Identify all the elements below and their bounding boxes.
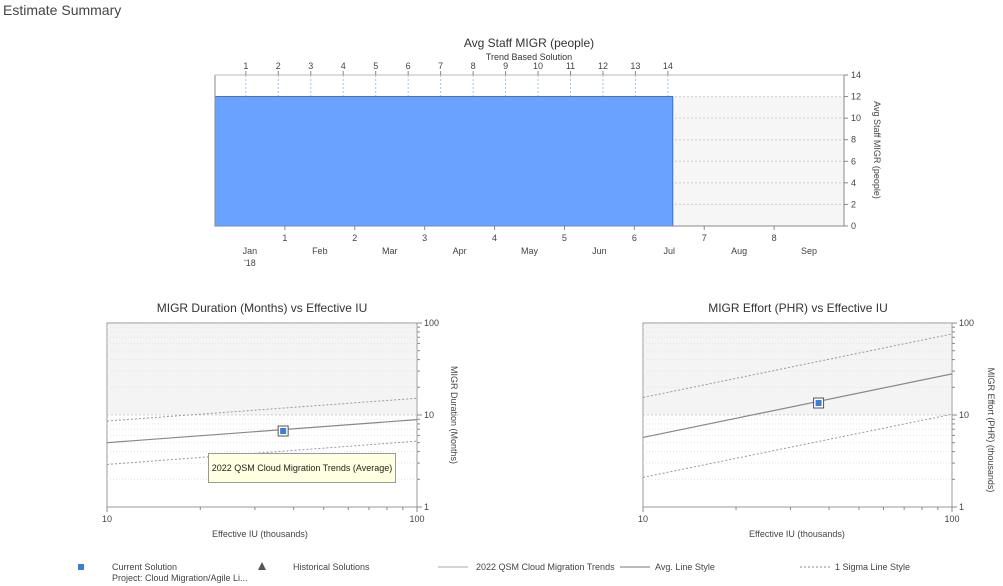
staff-top-tick-label: 1 — [243, 61, 248, 71]
historical-triangle-icon — [258, 562, 266, 570]
staff-shaded-region — [672, 96, 844, 226]
duration-shaded-region — [108, 324, 416, 415]
duration-chart: MIGR Duration (Months) vs Effective IU 1… — [102, 301, 459, 539]
staff-x-tick-label: 5 — [562, 233, 567, 243]
staff-month-label: Feb — [312, 246, 328, 256]
staff-top-tick-label: 7 — [438, 61, 443, 71]
staff-y-tick-label: 12 — [851, 92, 861, 102]
staff-month-label: Apr — [453, 246, 467, 256]
effort-avg-line — [642, 373, 953, 439]
legend-sigma-style: 1 Sigma Line Style — [835, 562, 910, 572]
legend-current-solution: Current Solution — [112, 562, 177, 572]
staff-y-axis-label: Avg Staff MIGR (people) — [872, 101, 882, 199]
staff-x-tick-label: 2 — [352, 233, 357, 243]
duration-x-axis-label: Effective IU (thousands) — [212, 529, 308, 539]
staff-x-tick-label: 4 — [492, 233, 497, 243]
staff-top-tick-label: 5 — [373, 61, 378, 71]
staff-x-tick-label: 8 — [772, 233, 777, 243]
effort-chart-title: MIGR Effort (PHR) vs Effective IU — [708, 301, 888, 315]
effort-x-tick-label: 10 — [638, 514, 648, 524]
duration-plot-layer: 1 10 100 10 100 — [102, 318, 439, 524]
staff-month-label: Aug — [731, 246, 747, 256]
staff-month-label: May — [521, 246, 539, 256]
legend: Current Solution Project: Cloud Migratio… — [78, 562, 910, 583]
duration-y-tick-label: 10 — [424, 410, 434, 420]
staff-x-tick-label: 7 — [702, 233, 707, 243]
legend-trends: 2022 QSM Cloud Migration Trends — [476, 562, 615, 572]
staff-month-label: Sep — [801, 246, 817, 256]
duration-y-tick-label: 100 — [424, 318, 439, 328]
staff-x-tick-label: 1 — [282, 233, 287, 243]
staff-month-label: Mar — [382, 246, 398, 256]
staff-top-tick-label: 2 — [276, 61, 281, 71]
staff-month-label: Jun — [592, 246, 607, 256]
duration-x-tick-label: 10 — [102, 514, 112, 524]
duration-current-solution-marker — [280, 428, 287, 435]
legend-avg-style: Avg. Line Style — [655, 562, 715, 572]
staff-x-tick-label: 6 — [632, 233, 637, 243]
effort-y-tick-label: 1 — [959, 502, 964, 512]
staff-top-tick-label: 8 — [471, 61, 476, 71]
effort-plot-layer: 1 10 100 10 100 — [638, 318, 974, 524]
staff-top-tick-label: 6 — [406, 61, 411, 71]
staff-chart-title: Avg Staff MIGR (people) — [464, 36, 594, 50]
staff-top-tick-label: 11 — [566, 61, 575, 71]
effort-chart: MIGR Effort (PHR) vs Effective IU 1 10 100… — [638, 301, 996, 539]
trend-tooltip: 2022 QSM Cloud Migration Trends (Average… — [208, 453, 396, 483]
staff-year-label: '18 — [244, 258, 256, 268]
staff-top-tick-label: 9 — [503, 61, 508, 71]
staff-top-tick-label: 3 — [308, 61, 313, 71]
staff-top-tick-label: 12 — [598, 61, 608, 71]
effort-x-axis-label: Effective IU (thousands) — [749, 529, 845, 539]
staff-y-tick-label: 0 — [851, 221, 856, 231]
legend-historical: Historical Solutions — [293, 562, 370, 572]
duration-chart-title: MIGR Duration (Months) vs Effective IU — [157, 301, 368, 315]
page-title: Estimate Summary — [3, 2, 122, 18]
effort-sigma-line — [642, 413, 953, 478]
staff-top-tick-label: 10 — [533, 61, 543, 71]
staff-y-tick-label: 8 — [851, 135, 856, 145]
staff-month-label: Jul — [664, 246, 676, 256]
effort-sigma-line — [642, 333, 953, 398]
effort-shaded-region — [644, 324, 951, 415]
staff-y-tick-label: 6 — [851, 156, 856, 166]
staff-y-tick-label: 2 — [851, 199, 856, 209]
staff-y-tick-label: 14 — [851, 70, 861, 80]
staff-top-tick-label: 4 — [341, 61, 346, 71]
effort-y-axis-label: MIGR Effort (PHR) (thousands) — [986, 368, 996, 493]
staff-y-tick-label: 4 — [851, 178, 856, 188]
staff-chart-subtitle: Trend Based Solution — [486, 52, 572, 62]
duration-avg-line — [106, 419, 418, 444]
duration-y-axis-label: MIGR Duration (Months) — [449, 366, 459, 464]
staff-top-tick-label: 13 — [630, 61, 640, 71]
duration-y-tick-label: 1 — [424, 502, 429, 512]
effort-current-solution-marker — [815, 400, 822, 407]
staff-x-tick-label: 3 — [422, 233, 427, 243]
staff-bar-layer — [214, 96, 674, 227]
staff-y-tick-label: 10 — [851, 113, 861, 123]
duration-x-tick-label: 100 — [409, 514, 424, 524]
effort-y-tick-label: 10 — [959, 410, 969, 420]
staff-chart: Avg Staff MIGR (people) Trend Based Solu… — [214, 36, 882, 268]
staff-bar — [214, 96, 674, 227]
effort-y-tick-label: 100 — [959, 318, 974, 328]
legend-project: Project: Cloud Migration/Agile Li... — [112, 573, 248, 583]
staff-month-label: Jan — [243, 246, 258, 256]
effort-x-tick-label: 100 — [944, 514, 959, 524]
staff-top-tick-label: 14 — [663, 61, 673, 71]
current-solution-icon — [78, 564, 84, 570]
